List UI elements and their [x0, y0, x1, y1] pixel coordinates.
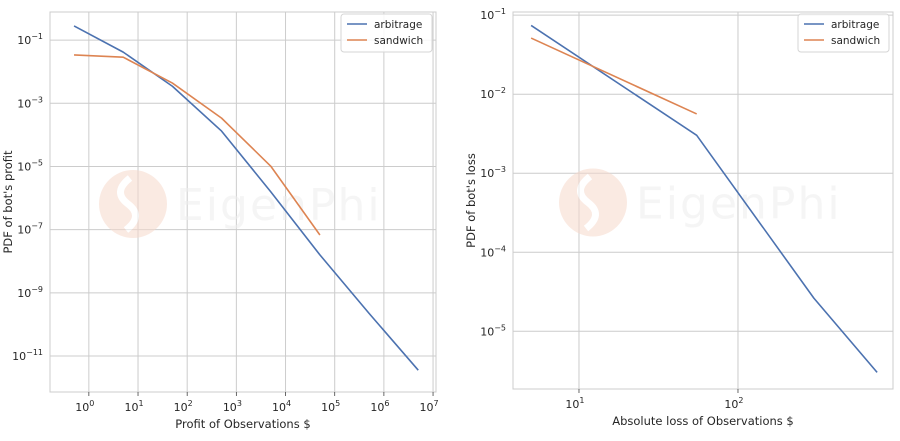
y-tick-label: 10−11 [12, 348, 43, 363]
x-tick-label: 103 [223, 399, 242, 414]
series-line-sandwich [531, 38, 697, 114]
watermark-text: EigenPhi [636, 179, 842, 230]
x-tick-label: 101 [565, 396, 584, 411]
y-tick-label: 10−9 [17, 285, 43, 300]
x-tick-label: 102 [174, 399, 193, 414]
y-tick-label: 10−2 [480, 86, 506, 101]
legend-label-sandwich: sandwich [831, 35, 880, 47]
x-tick-label: 105 [321, 399, 340, 414]
watermark-logo: EigenPhi [99, 170, 382, 238]
y-tick-label: 10−1 [17, 32, 43, 47]
y-tick-label: 10−3 [17, 95, 43, 110]
x-tick-label: 107 [420, 399, 439, 414]
y-tick-label: 10−1 [480, 7, 506, 22]
y-tick-label: 10−4 [480, 244, 506, 259]
legend-label-sandwich: sandwich [374, 35, 423, 47]
legend: arbitrage sandwich [798, 14, 889, 52]
x-tick-label: 102 [724, 396, 743, 411]
watermark-text: EigenPhi [176, 180, 382, 231]
y-tick-label: 10−5 [17, 158, 43, 173]
chart-left: EigenPhi 100 101 102 103 104 105 106 107 10−1 10−3… [1, 12, 439, 431]
y-tick-label: 10−7 [17, 222, 43, 237]
y-tick-label: 10−3 [480, 165, 506, 180]
x-tick-label: 101 [124, 399, 143, 414]
x-tick-label: 100 [75, 399, 94, 414]
y-axis-label: PDF of bot's profit [1, 150, 15, 254]
chart-right: EigenPhi 101 102 10−1 10−2 10−3 10−4 10−5 Absolu… [464, 7, 893, 428]
y-tick-label: 10−5 [480, 323, 506, 338]
x-tick-label: 106 [370, 399, 389, 414]
x-axis-label: Profit of Observations $ [175, 417, 310, 431]
y-axis-label: PDF of bot's loss [464, 153, 478, 248]
legend-label-arbitrage: arbitrage [831, 19, 879, 31]
legend: arbitrage sandwich [341, 14, 432, 52]
watermark-logo: EigenPhi [559, 169, 842, 237]
x-axis-label: Absolute loss of Observations $ [612, 414, 794, 428]
x-tick-label: 104 [272, 399, 291, 414]
legend-label-arbitrage: arbitrage [374, 19, 422, 31]
